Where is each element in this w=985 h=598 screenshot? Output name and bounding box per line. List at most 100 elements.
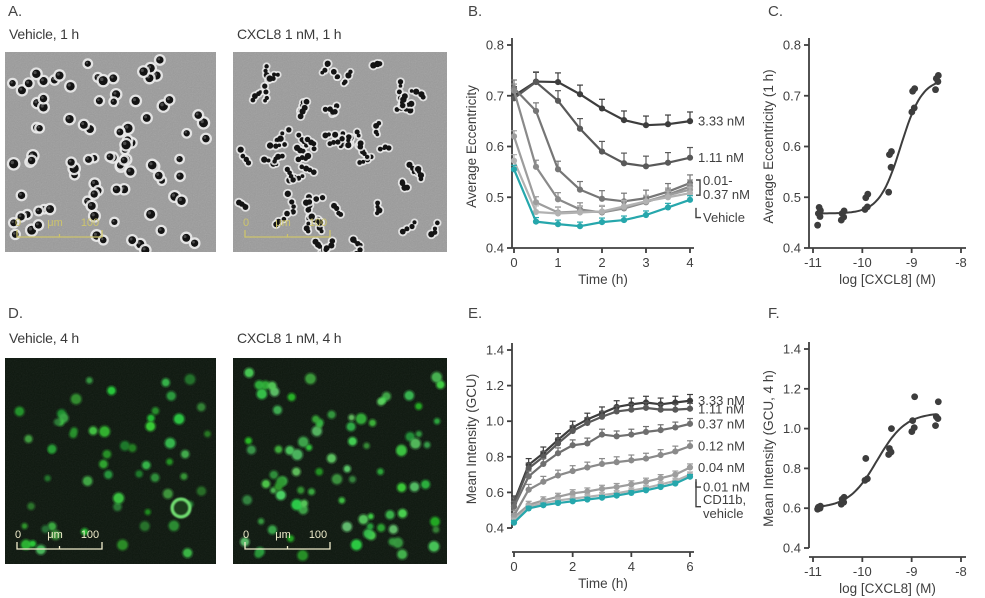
series-labels: 3.33 nM 1.11 nM 0.01-0.37 nM Vehicle bbox=[695, 114, 750, 225]
chart-intensity-dose-response: 0.4 0.6 0.8 1.0 1.2 1.4 -11 -10 -9 -8 log [CXCL8] … bbox=[761, 342, 967, 597]
series-0.37-nm bbox=[510, 417, 694, 510]
svg-text:0: 0 bbox=[510, 255, 517, 270]
svg-text:1.4: 1.4 bbox=[486, 343, 504, 358]
svg-text:-11: -11 bbox=[804, 564, 822, 579]
svg-text:0.8: 0.8 bbox=[486, 38, 504, 53]
axes bbox=[804, 342, 966, 562]
svg-text:0: 0 bbox=[510, 559, 517, 574]
axis-labels: 0.4 0.6 0.8 1.0 1.2 1.4 -11 -10 -9 -8 log [CXCL8] … bbox=[761, 342, 967, 597]
scale-unit: μm bbox=[47, 217, 63, 229]
svg-text:3.33 nM: 3.33 nM bbox=[698, 393, 745, 408]
series-0.12-nm bbox=[510, 440, 694, 519]
scale-start: 0 bbox=[243, 529, 249, 541]
svg-text:0.01-: 0.01- bbox=[703, 173, 733, 188]
svg-text:2: 2 bbox=[569, 559, 576, 574]
scale-bar: 0 μm 100 bbox=[243, 217, 331, 238]
svg-text:1: 1 bbox=[554, 255, 561, 270]
x-axis-title: log [CXCL8] (M) bbox=[839, 581, 936, 596]
panel-e-letter: E. bbox=[468, 305, 483, 322]
panel-a-letter: A. bbox=[8, 3, 23, 20]
panel-b-letter: B. bbox=[468, 3, 483, 20]
panel-c-letter: C. bbox=[768, 3, 783, 20]
svg-text:1.0: 1.0 bbox=[783, 421, 801, 436]
cells bbox=[6, 53, 212, 252]
series-cd11b-vehicle bbox=[510, 473, 694, 526]
fit-curve bbox=[814, 413, 937, 508]
svg-text:1.11 nM: 1.11 nM bbox=[698, 402, 744, 417]
panel-d-caption-vehicle: Vehicle, 4 h bbox=[9, 330, 79, 346]
scatter-points bbox=[814, 393, 942, 513]
cells bbox=[13, 372, 213, 560]
svg-text:-10: -10 bbox=[853, 564, 872, 579]
micrograph-phase-vehicle-1h: 0 μm 100 bbox=[5, 52, 216, 252]
series-labels: 3.33 nM1.11 nM0.37 nM 0.12 nM 0.04 nM 0.01 … bbox=[695, 393, 750, 521]
scale-end: 100 bbox=[309, 217, 327, 229]
series-1.11-nm bbox=[510, 401, 694, 507]
svg-text:0.8: 0.8 bbox=[486, 449, 504, 464]
axes bbox=[507, 38, 694, 253]
y-axis-title: Mean Intensity (GCU, 4 h) bbox=[761, 370, 776, 527]
svg-text:0.37 nM: 0.37 nM bbox=[703, 187, 750, 202]
svg-text:-8: -8 bbox=[955, 255, 967, 270]
svg-text:6: 6 bbox=[686, 559, 693, 574]
scale-end: 100 bbox=[309, 529, 327, 541]
svg-text:0.04 nM: 0.04 nM bbox=[698, 460, 745, 475]
svg-text:3.33 nM: 3.33 nM bbox=[698, 114, 745, 129]
micrograph-fluor-cxcl8-4h: 0 μm 100 bbox=[233, 358, 447, 564]
series-0.01-nm bbox=[510, 154, 694, 217]
axis-labels: 0.4 0.5 0.6 0.7 0.8 -11 -10 -9 -8 log [CXCL8] (M)… bbox=[761, 38, 967, 288]
scatter-points bbox=[814, 72, 942, 229]
x-axis-title: Time (h) bbox=[578, 576, 628, 591]
chart-eccentricity-dose-response: 0.4 0.5 0.6 0.7 0.8 -11 -10 -9 -8 log [CXCL8] (M)… bbox=[761, 38, 967, 288]
scale-start: 0 bbox=[15, 529, 21, 541]
svg-text:-8: -8 bbox=[955, 564, 967, 579]
axes bbox=[804, 38, 966, 253]
svg-text:0.4: 0.4 bbox=[783, 541, 801, 556]
svg-text:0.01 nM: 0.01 nM bbox=[703, 480, 750, 495]
svg-text:2: 2 bbox=[598, 255, 605, 270]
svg-text:0.4: 0.4 bbox=[783, 241, 801, 256]
svg-text:0.4: 0.4 bbox=[486, 241, 504, 256]
fit-curve bbox=[815, 82, 937, 215]
y-axis-title: Mean Intensity (GCU) bbox=[464, 374, 479, 505]
svg-text:4: 4 bbox=[686, 255, 693, 270]
scale-bar: 0 μm 100 bbox=[243, 529, 331, 550]
svg-text:0.4: 0.4 bbox=[486, 521, 504, 536]
micrograph-fluor-vehicle-4h: 0 μm 100 bbox=[5, 358, 216, 564]
svg-text:-11: -11 bbox=[804, 255, 822, 270]
micrograph-phase-cxcl8-1h: 0 μm 100 bbox=[233, 52, 447, 252]
axes bbox=[507, 343, 694, 557]
svg-text:0.6: 0.6 bbox=[486, 139, 504, 154]
scale-start: 0 bbox=[15, 217, 21, 229]
svg-text:0.12 nM: 0.12 nM bbox=[698, 439, 745, 454]
svg-text:Vehicle: Vehicle bbox=[703, 210, 745, 225]
scale-bar: 0 μm 100 bbox=[15, 529, 103, 550]
cells bbox=[234, 58, 442, 252]
scale-unit: μm bbox=[47, 529, 63, 541]
series-vehicle bbox=[510, 164, 694, 230]
y-axis-title: Average Eccentricity bbox=[464, 85, 479, 208]
svg-text:-10: -10 bbox=[853, 255, 872, 270]
svg-text:CD11b,: CD11b, bbox=[703, 492, 746, 507]
x-axis-title: Time (h) bbox=[578, 272, 628, 287]
x-axis-title: log [CXCL8] (M) bbox=[839, 272, 936, 287]
svg-text:-9: -9 bbox=[906, 564, 918, 579]
axis-labels: 0.4 0.5 0.6 0.7 0.8 0 1 2 3 4 Time (h) Average Ecce… bbox=[464, 38, 694, 288]
svg-text:0.7: 0.7 bbox=[486, 88, 504, 103]
y-axis-title: Average Eccentricity (1 h) bbox=[761, 69, 776, 223]
svg-text:1.4: 1.4 bbox=[783, 342, 801, 357]
series-1.11-nm bbox=[510, 71, 694, 170]
chart-eccentricity-timecourse: 0.4 0.5 0.6 0.7 0.8 0 1 2 3 4 Time (h) Average Ecce… bbox=[464, 38, 750, 288]
scale-unit: μm bbox=[275, 217, 291, 229]
scale-end: 100 bbox=[81, 529, 99, 541]
svg-text:1.2: 1.2 bbox=[486, 378, 504, 393]
svg-text:0.6: 0.6 bbox=[783, 139, 801, 154]
scale-bar: 0 μm 100 bbox=[15, 217, 103, 238]
svg-text:vehicle: vehicle bbox=[703, 506, 743, 521]
panel-a-caption-vehicle: Vehicle, 1 h bbox=[9, 26, 79, 42]
svg-text:1.11 nM: 1.11 nM bbox=[698, 150, 744, 165]
svg-text:0.6: 0.6 bbox=[783, 501, 801, 516]
scale-start: 0 bbox=[243, 217, 249, 229]
scale-end: 100 bbox=[81, 217, 99, 229]
